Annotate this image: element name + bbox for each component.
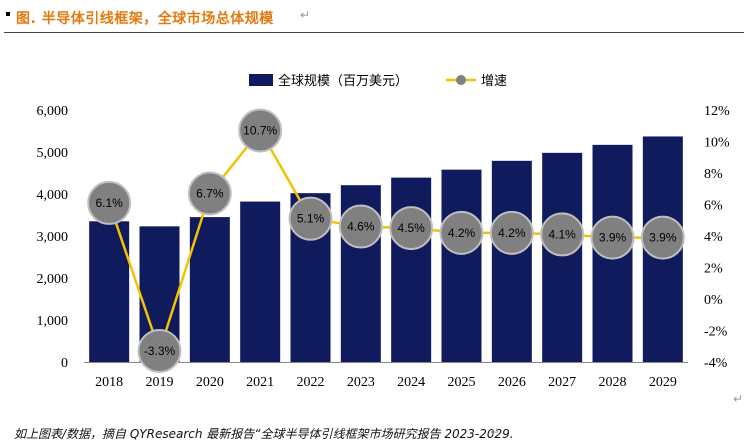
- x-axis-tick: 2024: [397, 375, 425, 390]
- left-axis-tick: 5,000: [37, 146, 69, 161]
- x-axis-tick: 2021: [246, 375, 274, 390]
- x-axis-tick: 2019: [146, 375, 174, 390]
- growth-label: 4.2%: [498, 226, 526, 240]
- growth-label: -3.3%: [144, 344, 176, 358]
- growth-label: 4.2%: [448, 226, 476, 240]
- growth-point: [389, 206, 434, 251]
- paragraph-mark-right: ↵: [733, 392, 744, 406]
- bar: [189, 217, 230, 362]
- left-axis-tick: 4,000: [37, 188, 69, 203]
- right-axis-tick: 0%: [704, 293, 723, 308]
- growth-point: [439, 210, 484, 255]
- growth-label: 3.9%: [599, 231, 627, 245]
- legend-line-marker: [456, 75, 466, 85]
- growth-label: 4.1%: [548, 227, 576, 241]
- growth-point: [137, 328, 182, 373]
- bar: [542, 152, 583, 362]
- bar: [240, 201, 281, 362]
- x-axis-tick: 2027: [548, 375, 576, 390]
- growth-point: [489, 210, 534, 255]
- growth-point: [540, 212, 585, 257]
- left-axis-tick: 3,000: [37, 230, 69, 245]
- figure-title: 图. 半导体引线框架，全球市场总体规模: [16, 11, 274, 27]
- growth-label: 4.5%: [397, 221, 425, 235]
- bar: [441, 169, 482, 362]
- x-axis-tick: 2029: [649, 375, 677, 390]
- chart: 全球规模（百万美元） 增速 0 1,000 2,000 3,000 4,000 5,000 6,…: [37, 73, 731, 390]
- legend-line-label: 增速: [481, 74, 507, 89]
- left-axis-tick: 1,000: [37, 314, 69, 329]
- left-axis-tick: 6,000: [37, 104, 69, 119]
- x-axis-tick: 2028: [599, 375, 627, 390]
- right-axis-tick: -4%: [704, 356, 728, 371]
- right-axis-tick: 8%: [704, 167, 723, 182]
- paragraph-mark: ↵: [300, 8, 311, 22]
- growth-label: 5.1%: [297, 212, 325, 226]
- growth-point: [238, 108, 283, 153]
- growth-label: 4.6%: [347, 220, 375, 234]
- left-axis-tick: 2,000: [37, 272, 69, 287]
- growth-point: [87, 180, 132, 225]
- right-axis-tick: 6%: [704, 199, 723, 214]
- x-axis-tick: 2023: [347, 375, 375, 390]
- growth-label: 10.7%: [243, 123, 277, 137]
- right-axis-tick: -2%: [704, 325, 728, 340]
- legend-bar-label: 全球规模（百万美元）: [278, 73, 408, 89]
- growth-label: 6.1%: [95, 196, 123, 210]
- paragraph-mark-source: ↵: [490, 425, 501, 439]
- figure-title-row: 图. 半导体引线框架，全球市场总体规模 ↵: [4, 6, 744, 33]
- x-axis-tick: 2025: [448, 375, 476, 390]
- growth-point: [640, 215, 685, 260]
- bullet-icon: [6, 12, 10, 16]
- right-axis-tick: 12%: [704, 104, 730, 119]
- x-axis-tick: 2018: [95, 375, 123, 390]
- right-axis-tick: 2%: [704, 262, 723, 277]
- growth-point: [338, 204, 383, 249]
- left-axis-tick: 0: [61, 356, 68, 371]
- growth-point: [187, 171, 232, 216]
- right-axis-tick: 4%: [704, 230, 723, 245]
- x-axis-tick: 2020: [196, 375, 224, 390]
- legend-bar-swatch: [249, 74, 273, 86]
- bar: [491, 160, 532, 362]
- growth-point: [590, 215, 635, 260]
- x-axis-tick: 2022: [297, 375, 325, 390]
- growth-label: 3.9%: [649, 231, 677, 245]
- source-note: 如上图表/数据，摘自 QYResearch 最新报告“全球半导体引线框架市场研究…: [14, 427, 514, 441]
- bar: [391, 177, 432, 362]
- growth-point: [288, 196, 333, 241]
- x-axis-tick: 2026: [498, 375, 526, 390]
- growth-label: 6.7%: [196, 186, 224, 200]
- right-axis-tick: 10%: [704, 136, 730, 151]
